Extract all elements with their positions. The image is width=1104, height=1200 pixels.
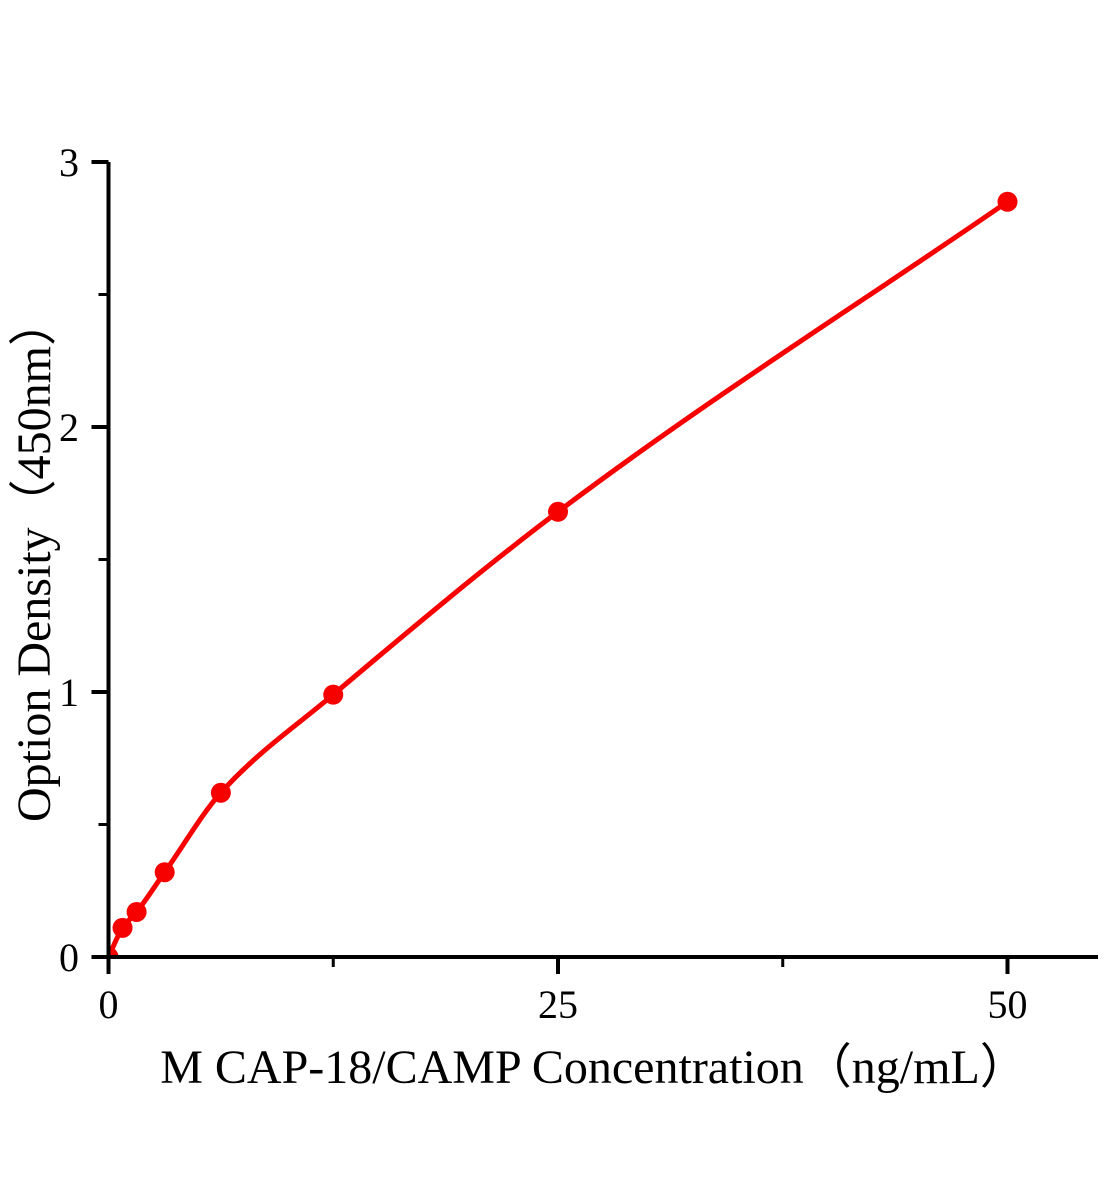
data-point: [548, 501, 568, 522]
axes-spines: [106, 162, 1098, 959]
data-point: [210, 782, 231, 803]
y-tick-label: 1: [59, 670, 79, 715]
x-tick-label: 25: [538, 982, 578, 1027]
y-tick-label: 2: [59, 405, 79, 450]
data-point: [112, 917, 133, 938]
x-axis-title: M CAP-18/CAMP Concentration（ng/mL）: [160, 1041, 1028, 1094]
curve-layer: [108, 199, 1010, 957]
data-point: [154, 862, 175, 883]
y-tick-label: 0: [59, 935, 79, 980]
marker-layer: [108, 191, 1018, 957]
axis-layer: [91, 160, 1098, 974]
data-point: [108, 947, 119, 957]
y-tick-label: 3: [59, 140, 79, 185]
fit-curve: [108, 199, 1010, 957]
data-point: [126, 901, 147, 922]
data-point: [997, 191, 1018, 212]
x-tick-label: 0: [99, 982, 119, 1027]
tick-label-layer: 0 25 50 0 1 2 3: [59, 140, 1028, 1027]
x-tick-label: 50: [988, 982, 1028, 1027]
y-axis-title: Option Density（450nm）: [8, 298, 61, 822]
data-point: [323, 684, 344, 705]
